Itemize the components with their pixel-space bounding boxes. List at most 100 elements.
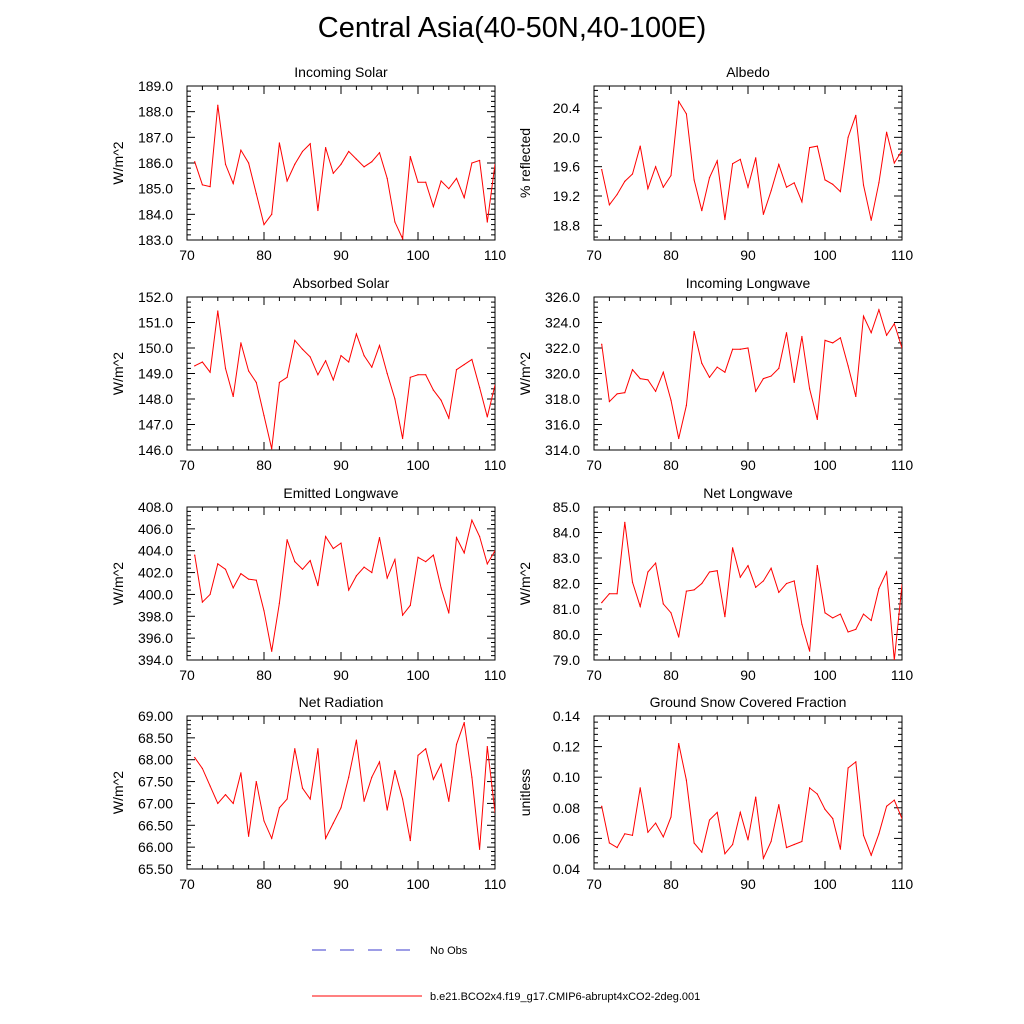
data-point [901,817,902,820]
y-axis-label: W/m^2 [517,352,533,395]
data-point [417,754,419,756]
y-tick-label: 20.0 [553,129,580,145]
data-point [240,149,242,151]
data-point [747,565,749,567]
panel-title: Incoming Longwave [686,275,811,291]
data-point [824,339,826,341]
data-point [601,602,603,604]
y-tick-label: 69.00 [138,708,173,724]
data-point [224,163,227,165]
y-tick-label: 80.0 [553,627,580,643]
y-axis-label: W/m^2 [110,141,126,184]
x-tick-label: 110 [484,247,507,263]
data-point [471,162,473,164]
data-point [624,180,626,182]
data-point [232,802,234,805]
data-point [440,763,442,765]
data-point [701,362,703,364]
x-tick-label: 100 [406,876,430,892]
data-point [716,366,718,368]
data-point [716,811,718,813]
data-point [870,619,872,622]
data-point [463,721,465,724]
y-tick-label: 66.50 [138,817,173,833]
data-point [363,566,365,568]
data-point [440,180,442,182]
data-point [309,559,311,562]
data-point [378,344,381,347]
series-line [194,722,495,850]
data-point [608,593,611,595]
y-axis-label: W/m^2 [517,562,533,605]
data-point [870,854,872,856]
data-point [624,392,626,394]
x-tick-label: 70 [179,457,195,473]
plot-frame [593,296,903,451]
x-tick-label: 110 [484,457,507,473]
x-tick-label: 80 [256,667,272,683]
y-tick-label: 81.0 [553,601,580,617]
data-point [440,399,442,401]
data-point [325,147,327,149]
data-point [209,593,211,596]
data-point [801,201,803,203]
data-point [255,193,257,195]
panels: Incoming Solar W/m^2 70 80 90 100 110 183.0 184.… [110,64,913,892]
data-point [217,104,219,106]
data-point [363,166,365,168]
data-point [762,213,765,215]
data-point [448,417,450,419]
data-point [631,173,634,175]
data-point [832,617,834,619]
x-tick-label: 110 [484,876,507,892]
x-tick-label: 110 [891,667,914,683]
data-point [194,365,196,367]
data-point [855,628,857,631]
data-point [340,542,342,544]
data-point [778,163,780,166]
y-tick-label: 65.50 [138,861,173,877]
y-tick-label: 0.14 [553,708,580,724]
data-point [448,188,450,190]
data-point [448,800,450,802]
data-point [248,578,250,580]
y-tick-label: 184.0 [138,206,173,222]
data-point [678,437,680,440]
data-point [325,837,327,840]
data-point [862,184,865,186]
data-point [209,186,211,188]
data-point [832,817,834,820]
data-point [409,839,411,842]
data-point [678,742,680,745]
x-tick-label: 70 [586,247,602,263]
data-point [839,613,842,615]
data-point [263,610,265,612]
y-tick-label: 66.00 [138,839,173,855]
data-point [409,376,411,378]
data-point [755,390,757,392]
plot-frame [186,506,496,661]
data-point [878,588,880,590]
y-tick-label: 147.0 [138,417,173,433]
data-point [809,388,811,390]
data-point [739,811,741,813]
data-point [402,798,404,800]
data-point [708,376,711,378]
y-tick-label: 152.0 [138,289,173,305]
y-tick-label: 67.50 [138,774,173,790]
y-tick-label: 146.0 [138,442,173,458]
y-tick-label: 400.0 [138,586,173,602]
data-point [770,190,772,192]
x-tick-label: 100 [406,247,430,263]
y-axis-label: unitless [517,769,533,816]
data-point [893,799,895,801]
data-point [386,809,388,811]
data-point [371,366,373,368]
data-point [248,370,250,372]
data-point [901,347,902,349]
data-point [355,575,357,577]
data-point [624,833,626,835]
y-tick-label: 0.04 [553,861,580,877]
data-point [332,172,334,174]
